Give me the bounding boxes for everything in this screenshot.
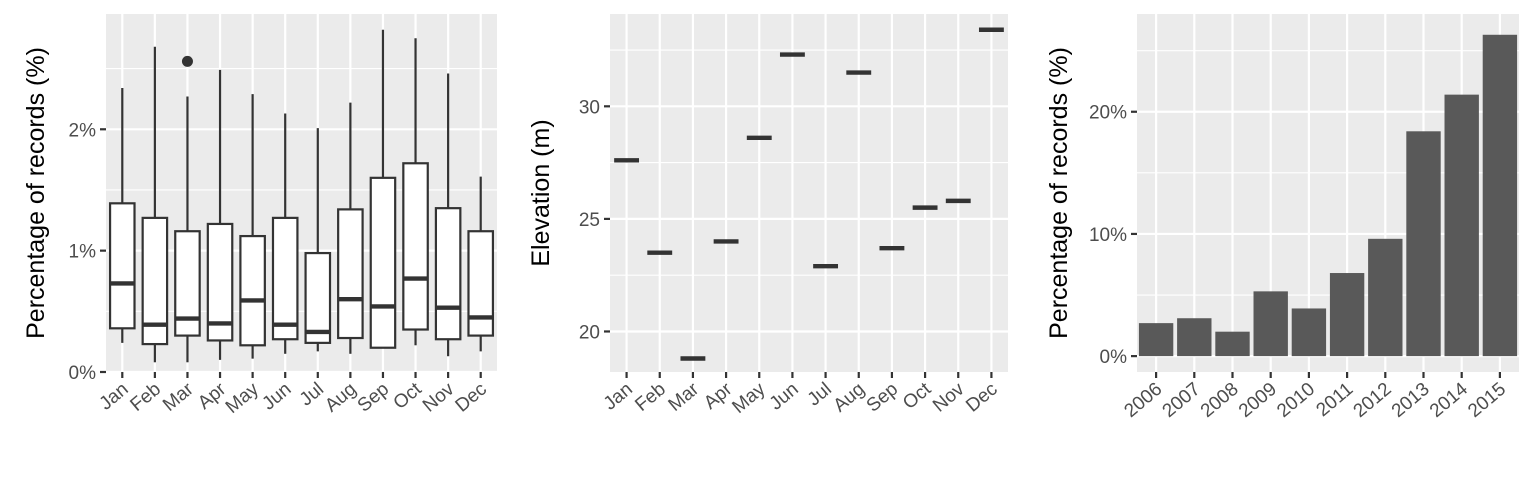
x-tick-label: Mar [159,378,198,416]
bar [1253,291,1288,357]
x-tick-label: Feb [631,379,670,416]
bar [1291,308,1327,357]
x-tick-label: Dec [962,379,1001,417]
x-tick-label: 2014 [1426,378,1472,422]
x-tick-label: 2010 [1273,379,1319,422]
y-axis-title: Percentage of records (%) [1045,47,1073,339]
x-tick-label: Jul [804,379,836,411]
x-tick-label: 2015 [1464,379,1510,422]
x-tick-label: Feb [127,379,166,416]
x-tick-label: 2008 [1197,379,1243,422]
y-tick-label: 2% [69,120,97,141]
x-tick-label: Dec [452,379,491,417]
x-tick-label: Apr [700,378,737,414]
x-tick-label: Apr [194,378,231,414]
x-tick-label: 2006 [1120,379,1166,422]
x-tick-label: Jun [766,379,803,415]
plot-background [610,14,1008,372]
bar [1368,238,1403,357]
bar [1215,331,1250,357]
x-tick-label: Mar [665,378,704,416]
y-tick-label: 10% [1089,225,1127,246]
x-tick-label: Jun [258,379,295,415]
y-tick-label: 0% [69,363,97,384]
x-tick-label: Jan [96,379,133,415]
box-body [467,230,495,337]
x-tick-label: 2013 [1388,379,1434,422]
x-tick-label: Oct [899,378,936,414]
box-body [304,251,332,344]
y-axis-title: Percentage of records (%) [22,47,50,339]
y-tick-label: 20% [1089,103,1127,124]
x-tick-label: Jul [296,379,328,411]
bar [1406,131,1441,357]
x-tick-label: Aug [830,379,869,417]
x-tick-label: Jan [600,379,637,415]
panel-yearly-percentage-bars: 0% 10% 20% 20062007200820092010201120122013… [1045,14,1519,422]
y-axis-title: Elevation (m) [527,119,555,266]
y-tick-label: 1% [69,242,97,263]
x-tick-label: May [728,378,769,417]
y-tick-label: 25 [579,210,600,231]
y-tick-label: 0% [1100,347,1128,368]
box-body [108,202,136,330]
x-tick-label: Oct [390,378,427,414]
x-tick-label: Aug [321,379,360,417]
x-tick-label: May [222,378,263,417]
box-body [239,234,266,347]
box-body [402,162,429,331]
bar [1177,318,1212,357]
y-tick-label: 30 [579,97,600,118]
bar [1329,273,1365,357]
bar [1482,34,1518,357]
x-tick-label: Sep [863,379,902,417]
x-tick-label: 2007 [1159,379,1205,422]
y-tick-label: 20 [579,322,600,343]
x-tick-label: Sep [354,379,393,417]
x-tick-label: 2009 [1235,379,1281,422]
bar [1138,323,1174,357]
box-body [369,176,397,349]
box-body [337,208,364,340]
plot-background [106,14,497,372]
box-body [206,222,234,342]
x-tick-label: Nov [419,378,459,416]
x-tick-label: 2011 [1313,379,1358,421]
x-tick-label: Nov [929,378,969,416]
outlier-point [181,55,193,67]
x-tick-label: 2012 [1350,379,1396,422]
bar [1444,94,1479,357]
box-body [271,216,299,341]
box-body [434,207,462,341]
